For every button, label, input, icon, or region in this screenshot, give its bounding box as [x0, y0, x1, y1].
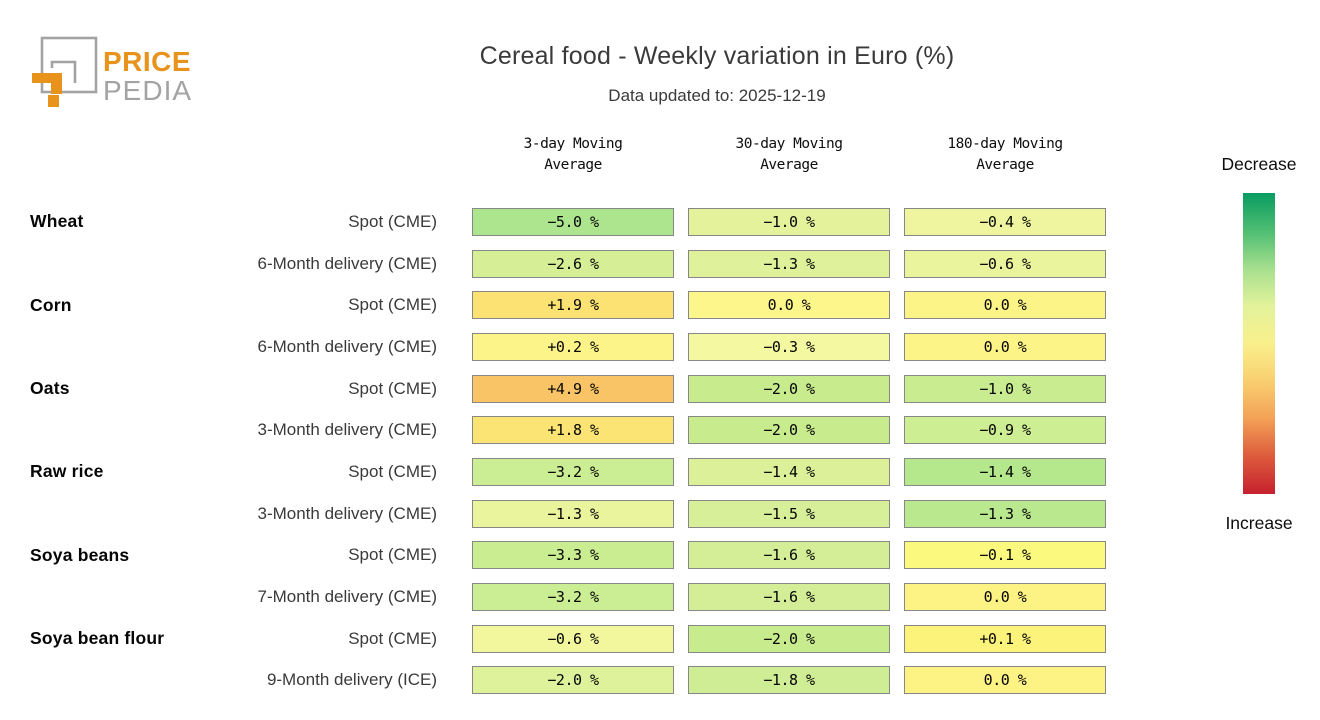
heatmap-cell: 0.0 % — [904, 666, 1106, 695]
heatmap-cell: −1.3 % — [688, 249, 890, 278]
logo-word-pedia: PEDIA — [103, 75, 192, 106]
heatmap-cell: −1.8 % — [688, 666, 890, 695]
heatmap-cell: 0.0 % — [688, 291, 890, 320]
commodity-group-label: Raw rice — [30, 461, 104, 482]
table-row: 7-Month delivery (CME) −3.2 % −1.6 % 0.0… — [30, 576, 1120, 618]
table-row: Oats Spot (CME) +4.9 % −2.0 % −1.0 % — [30, 368, 1120, 410]
table-row: Corn Spot (CME) +1.9 % 0.0 % 0.0 % — [30, 284, 1120, 326]
table-row: 9-Month delivery (ICE) −2.0 % −1.8 % 0.0… — [30, 660, 1120, 702]
heatmap-cell: −1.0 % — [904, 374, 1106, 403]
heatmap-cell: 0.0 % — [904, 291, 1106, 320]
heatmap-cell: −5.0 % — [472, 207, 674, 236]
pricepedia-logo: PRICE PEDIA — [24, 33, 214, 118]
heatmap-cell: −0.3 % — [688, 332, 890, 361]
heatmap-cell: −0.4 % — [904, 207, 1106, 236]
heatmap-cell: +4.9 % — [472, 374, 674, 403]
contract-label: 7-Month delivery (CME) — [257, 587, 438, 607]
heatmap-cell: −1.5 % — [688, 499, 890, 528]
commodity-group-label: Oats — [30, 378, 70, 399]
colorbar-gradient — [1243, 193, 1275, 494]
heatmap-cell: −2.0 % — [472, 666, 674, 695]
pricepedia-logo-mark: PRICE PEDIA — [32, 36, 192, 107]
commodity-group-label: Corn — [30, 294, 72, 315]
heatmap-cell: 0.0 % — [904, 332, 1106, 361]
heatmap-cell: −2.0 % — [688, 416, 890, 445]
heatmap-cell: −1.0 % — [688, 207, 890, 236]
contract-label: 3-Month delivery (CME) — [257, 420, 438, 440]
heatmap-cell: −1.3 % — [472, 499, 674, 528]
table-row: 6-Month delivery (CME) +0.2 % −0.3 % 0.0… — [30, 326, 1120, 368]
heatmap-cell: −1.6 % — [688, 583, 890, 612]
heatmap-cell: −0.6 % — [904, 249, 1106, 278]
colorbar-decrease-label: Decrease — [1221, 154, 1297, 174]
heatmap-cell: −1.4 % — [688, 457, 890, 486]
commodity-group-label: Soya bean flour — [30, 628, 165, 649]
heatmap-cell: +1.9 % — [472, 291, 674, 320]
logo-word-price: PRICE — [103, 46, 191, 77]
table-row: Soya bean flour Spot (CME) −0.6 % −2.0 %… — [30, 618, 1120, 660]
heatmap-cell: −2.0 % — [688, 624, 890, 653]
contract-label: 9-Month delivery (ICE) — [266, 670, 437, 690]
commodity-group-label: Wheat — [30, 211, 84, 232]
contract-label: Spot (CME) — [348, 378, 437, 398]
column-header-180day: 180-day Moving Average — [947, 136, 1063, 173]
column-header-3day: 3-day Moving Average — [523, 136, 623, 173]
heatmap-cell: −0.6 % — [472, 624, 674, 653]
heatmap-cell: +0.2 % — [472, 332, 674, 361]
heatmap-cell: −2.0 % — [688, 374, 890, 403]
column-header-30day: 30-day Moving Average — [735, 136, 844, 173]
table-row: 6-Month delivery (CME) −2.6 % −1.3 % −0.… — [30, 243, 1120, 285]
heatmap-cell: −1.3 % — [904, 499, 1106, 528]
heatmap-cell: −0.9 % — [904, 416, 1106, 445]
contract-label: 6-Month delivery (CME) — [257, 253, 438, 273]
heatmap-cell: −1.6 % — [688, 541, 890, 570]
contract-label: 3-Month delivery (CME) — [257, 503, 438, 523]
heatmap-cell: −2.6 % — [472, 249, 674, 278]
heatmap-table: Wheat Spot (CME) −5.0 % −1.0 % −0.4 % 6-… — [30, 201, 1120, 701]
contract-label: Spot (CME) — [348, 295, 437, 315]
chart-title: Cereal food - Weekly variation in Euro (… — [479, 42, 955, 70]
contract-label: Spot (CME) — [348, 545, 437, 565]
table-row: Wheat Spot (CME) −5.0 % −1.0 % −0.4 % — [30, 201, 1120, 243]
commodity-group-label: Soya beans — [30, 544, 130, 565]
chart-subtitle: Data updated to: 2025-12-19 — [608, 86, 826, 105]
colorbar-increase-label: Increase — [1225, 513, 1293, 533]
table-row: 3-Month delivery (CME) +1.8 % −2.0 % −0.… — [30, 409, 1120, 451]
heatmap-cell: −3.2 % — [472, 583, 674, 612]
contract-label: Spot (CME) — [348, 211, 437, 231]
contract-label: Spot (CME) — [348, 628, 437, 648]
heatmap-cell: −3.3 % — [472, 541, 674, 570]
contract-label: 6-Month delivery (CME) — [257, 336, 438, 356]
table-row: Soya beans Spot (CME) −3.3 % −1.6 % −0.1… — [30, 535, 1120, 577]
heatmap-cell: −3.2 % — [472, 457, 674, 486]
heatmap-cell: −1.4 % — [904, 457, 1106, 486]
contract-label: Spot (CME) — [348, 461, 437, 481]
table-row: Raw rice Spot (CME) −3.2 % −1.4 % −1.4 % — [30, 451, 1120, 493]
heatmap-cell: −0.1 % — [904, 541, 1106, 570]
heatmap-cell: +0.1 % — [904, 624, 1106, 653]
heatmap-cell: +1.8 % — [472, 416, 674, 445]
heatmap-cell: 0.0 % — [904, 583, 1106, 612]
table-row: 3-Month delivery (CME) −1.3 % −1.5 % −1.… — [30, 493, 1120, 535]
